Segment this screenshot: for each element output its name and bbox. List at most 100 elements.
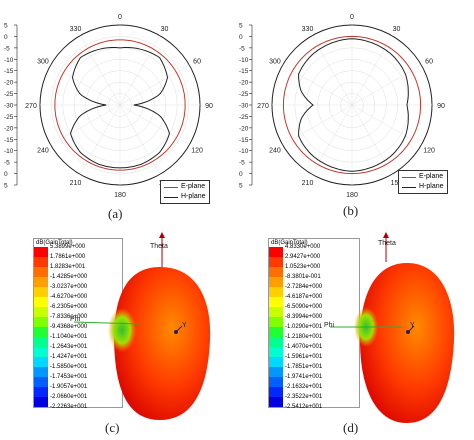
colorbar-step <box>34 347 48 357</box>
series-h-plane <box>69 47 171 169</box>
colorbar-c: dB(GainTotal) 5.3899e+000 1.7861e+000 1.82… <box>33 238 123 410</box>
grid-spoke <box>119 104 190 146</box>
radial-tick-label: 5 <box>239 183 243 190</box>
radial-tick-label: -25 <box>4 114 14 121</box>
grid-spoke <box>351 35 393 106</box>
colorbar-label: -7.8336e+000 <box>50 314 88 320</box>
grid-spoke <box>351 104 422 146</box>
axis-label-y-c: Y <box>182 322 187 329</box>
angle-label: 240 <box>37 148 49 155</box>
angle-label: 180 <box>346 192 358 199</box>
colorbar-step <box>269 267 283 277</box>
radial-tick-label: -25 <box>4 91 14 98</box>
colorbar-step <box>34 357 48 367</box>
caption-c: (c) <box>105 420 120 435</box>
angle-label: 270 <box>25 103 37 110</box>
angle-label: 60 <box>193 59 201 66</box>
radiation-pattern-3d-c <box>108 267 211 420</box>
colorbar-label: 1.8283e+001 <box>50 264 86 270</box>
colorbar-step <box>269 327 283 337</box>
colorbar-label: -2.3522e+001 <box>285 394 323 400</box>
grid-spoke <box>282 104 353 146</box>
colorbar-label: -2.2263e+001 <box>50 404 88 410</box>
colorbar-step <box>34 397 48 407</box>
radial-tick-label: -5 <box>239 160 245 167</box>
colorbar-step <box>34 287 48 297</box>
legend-entry-hplane-a: H-plane <box>164 192 206 202</box>
polar-plot-a: 030609012015018021024027030033050-5-10-1… <box>4 14 213 199</box>
pattern-body-d <box>360 263 455 423</box>
grid-spoke <box>351 64 422 106</box>
radial-tick-label: 0 <box>239 171 243 178</box>
axis-label-y-d: Y <box>410 322 415 329</box>
colorbar-title-c: dB(GainTotal) <box>36 240 73 246</box>
radial-tick-label: -5 <box>239 45 245 52</box>
colorbar-step <box>34 337 48 347</box>
axis-label-theta-c: Theta <box>150 243 168 250</box>
colorbar-label: 4.8330e+000 <box>285 244 321 250</box>
grid-spoke <box>119 35 161 106</box>
colorbar-step <box>34 257 48 267</box>
colorbar-label: -2.7284e+000 <box>285 284 323 290</box>
series-e-plane <box>54 39 186 171</box>
colorbar-label: -1.2643e+001 <box>50 344 88 350</box>
legend-entry-hplane-b: H-plane <box>402 182 444 192</box>
colorbar-label: -1.2180e+001 <box>285 334 323 340</box>
axes-d <box>330 232 415 334</box>
colorbar-step <box>34 267 48 277</box>
colorbar-label: -1.5961e+001 <box>285 354 323 360</box>
radial-tick-label: -30 <box>239 103 249 110</box>
colorbar-label: -1.9741e+001 <box>285 374 323 380</box>
radial-tick-label: -20 <box>4 80 14 87</box>
colorbar-step <box>269 277 283 287</box>
colorbar-label: -2.5412e+001 <box>285 404 323 410</box>
colorbar-label: -8.3994e+000 <box>285 314 323 320</box>
colorbar-label: -1.0290e+001 <box>285 324 323 330</box>
angle-label: 30 <box>161 26 169 33</box>
colorbar-label: -4.6270e+000 <box>50 294 88 300</box>
grid-spoke <box>351 104 393 175</box>
colorbar-label: -1.5850e+001 <box>50 364 88 370</box>
radial-tick-label: -15 <box>239 137 249 144</box>
radial-tick-label: -20 <box>4 125 14 132</box>
angle-label: 300 <box>269 59 281 66</box>
colorbar-step <box>269 397 283 407</box>
angle-label: 120 <box>191 148 203 155</box>
radial-tick-label: -20 <box>239 125 249 132</box>
radial-tick-label: -10 <box>239 57 249 64</box>
colorbar-label: -2.1632e+001 <box>285 384 323 390</box>
grid-spoke <box>50 64 121 106</box>
angle-label: 330 <box>70 26 82 33</box>
radial-tick-label: 5 <box>4 23 8 30</box>
radial-tick-label: -15 <box>4 68 14 75</box>
colorbar-title-d: dB(GainTotal) <box>271 240 308 246</box>
polar-chart-b: 0 30 60 90 120 150 180 210 240 270 300 330 5 0 -5 -10 -1… <box>235 0 474 205</box>
colorbar-label: -8.3801e-001 <box>285 274 321 280</box>
grid-spoke <box>282 64 353 106</box>
colorbar-step <box>34 317 48 327</box>
axis-label-phi-c: Phi <box>70 316 81 323</box>
colorbar-step <box>269 387 283 397</box>
grid-spoke <box>119 64 190 106</box>
colorbar-gradient-c <box>34 247 48 407</box>
colorbar-label: -2.0660e+001 <box>50 394 88 400</box>
colorbar-step <box>34 367 48 377</box>
series-h-plane <box>298 38 409 172</box>
angle-label: 330 <box>302 26 314 33</box>
legend-entry-eplane-a: E-plane <box>164 182 206 192</box>
radial-tick-label: 0 <box>4 171 8 178</box>
angle-label: 90 <box>437 103 445 110</box>
angle-label: 30 <box>393 26 401 33</box>
colorbar-label: 1.0523e+000 <box>285 264 321 270</box>
radial-tick-label: 5 <box>239 23 243 30</box>
polar-plot-b: 0 30 60 90 120 150 180 210 240 270 300 330 5 0 -5 -10 -1… <box>239 14 445 199</box>
colorbar-label: -4.6187e+000 <box>285 294 323 300</box>
colorbar-label: 5.3899e+000 <box>50 244 86 250</box>
grid-spoke <box>79 104 121 175</box>
colorbar-step <box>269 257 283 267</box>
colorbar-step <box>269 247 283 257</box>
radial-tick-label: -15 <box>239 68 249 75</box>
radial-tick-label: 5 <box>4 183 8 190</box>
colorbar-step <box>269 307 283 317</box>
grid-spoke <box>79 35 121 106</box>
